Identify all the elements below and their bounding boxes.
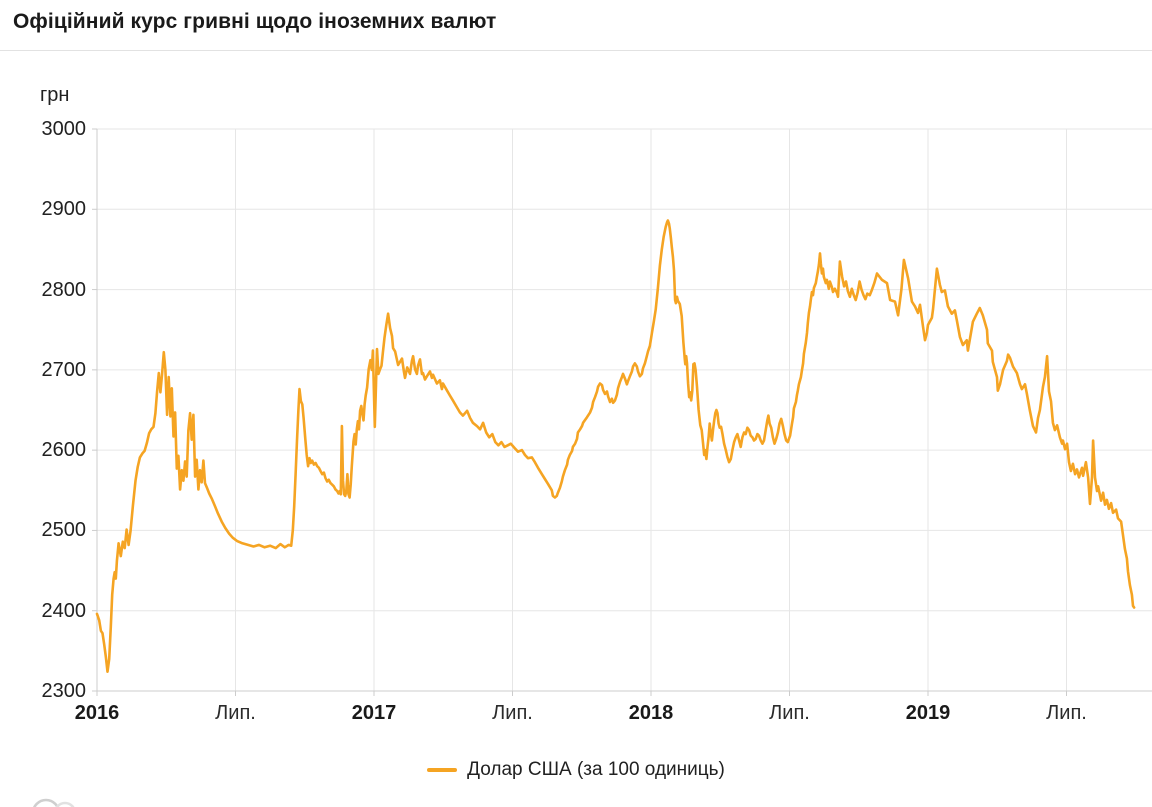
page-title: Офіційний курс гривні щодо іноземних вал… [13,10,497,33]
y-tick-label: 2300 [41,680,87,702]
plot-area[interactable] [97,129,1152,691]
y-axis-unit: грн [40,84,70,106]
x-tick-label: Лип. [215,702,256,724]
y-tick-label: 2600 [41,439,87,462]
chart-legend: Долар США (за 100 одиниць) [0,759,1152,781]
x-tick-label: Лип. [769,702,810,724]
legend-line-swatch[interactable] [427,768,458,772]
x-tick-label: Лип. [492,702,533,724]
y-tick-label: 2400 [41,599,87,622]
y-tick-label: 2900 [41,198,87,221]
watermark-logo-icon [33,798,75,807]
y-tick-label: 2700 [41,358,87,381]
x-tick-label: 2016 [74,702,120,724]
x-tick-label: 2017 [351,702,397,724]
x-tick-label: 2018 [628,702,674,724]
header: Офіційний курс гривні щодо іноземних вал… [0,0,1152,51]
legend-series-label[interactable]: Долар США (за 100 одиниць) [467,759,725,780]
y-tick-label: 2800 [41,278,87,301]
x-tick-label: Лип. [1046,702,1087,724]
x-tick-label: 2019 [905,702,951,724]
y-tick-label: 3000 [41,118,87,140]
y-tick-label: 2500 [41,519,87,542]
usd-series-line [95,219,1136,674]
